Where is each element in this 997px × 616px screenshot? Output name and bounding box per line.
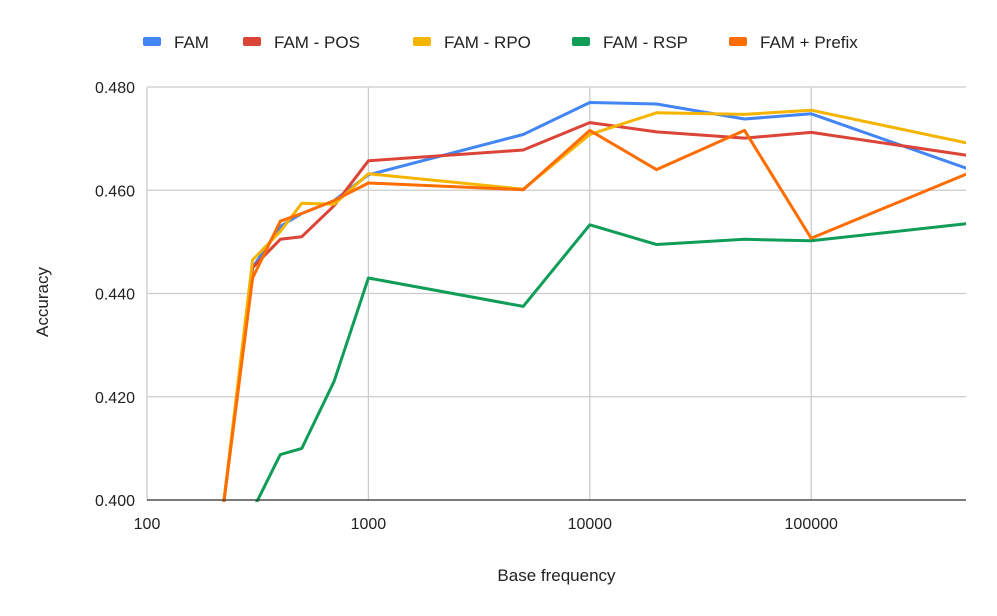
series-line-fam-rpo: [222, 108, 966, 502]
legend-label: FAM - RPO: [444, 33, 531, 52]
legend-swatch: [143, 37, 161, 46]
x-axis-ticks: 100 1000 10000 100000: [134, 516, 838, 533]
legend-label: FAM + Prefix: [760, 33, 858, 52]
legend-swatch: [413, 37, 431, 46]
series-lines: [222, 101, 966, 502]
legend-label: FAM: [174, 33, 209, 52]
x-axis-title: Base frequency: [497, 566, 616, 585]
legend: FAM FAM - POS FAM - RPO FAM - RSP FAM + Pref…: [143, 33, 858, 52]
series-line-fam-rsp: [255, 222, 966, 502]
x-tick-label: 100000: [785, 516, 838, 533]
legend-swatch: [572, 37, 590, 46]
legend-item: FAM + Prefix: [729, 33, 858, 52]
legend-item: FAM - RPO: [413, 33, 531, 52]
y-tick-label: 0.460: [95, 183, 135, 200]
series-line-fam-pos: [222, 121, 966, 502]
gridlines: [146, 86, 966, 501]
y-tick-label: 0.480: [95, 80, 135, 97]
legend-item: FAM: [143, 33, 209, 52]
legend-item: FAM - RSP: [572, 33, 688, 52]
y-tick-label: 0.420: [95, 390, 135, 407]
y-axis-title: Accuracy: [33, 267, 52, 337]
x-tick-label: 100: [134, 516, 161, 533]
x-tick-label: 1000: [351, 516, 387, 533]
series-line-fam-prefix: [222, 128, 966, 502]
legend-swatch: [729, 37, 747, 46]
x-tick-label: 10000: [568, 516, 613, 533]
legend-item: FAM - POS: [243, 33, 360, 52]
legend-swatch: [243, 37, 261, 46]
y-axis-ticks: 0.400 0.420 0.440 0.460 0.480: [95, 80, 135, 510]
legend-label: FAM - POS: [274, 33, 360, 52]
legend-label: FAM - RSP: [603, 33, 688, 52]
y-tick-label: 0.440: [95, 287, 135, 304]
y-tick-label: 0.400: [95, 493, 135, 510]
series-line-fam: [222, 101, 966, 502]
